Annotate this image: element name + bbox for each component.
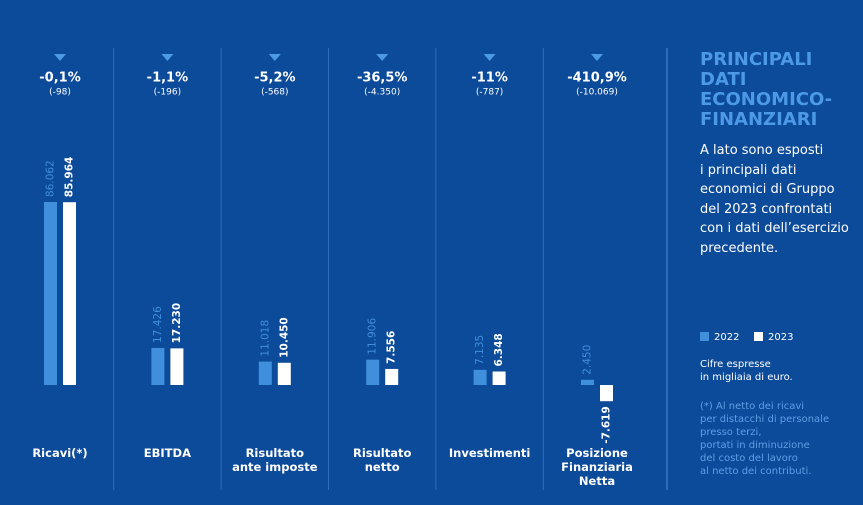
bar [44, 202, 57, 385]
triangle [376, 54, 389, 61]
value-label: 17.426 [152, 306, 164, 343]
category-label: Risultato netto [352, 446, 412, 474]
change-absolute: (-787) [476, 88, 503, 98]
value-label: 2.450 [582, 345, 594, 375]
change-percent: -1,1% [147, 71, 188, 86]
change-percent: -5,2% [254, 71, 295, 86]
bar [600, 385, 613, 402]
category-label: Posizione Finanziaria Netta [561, 446, 633, 488]
change-percent: -36,5% [357, 71, 408, 86]
bar [277, 362, 291, 385]
change-absolute: (-568) [261, 88, 288, 98]
triangle [483, 54, 496, 61]
category-label: Risultato ante imposte [232, 446, 318, 474]
triangle [268, 54, 281, 61]
section-title: PRINCIPALI DATI ECONOMICO- FINANZIARI [700, 49, 833, 130]
bar [385, 368, 399, 385]
legend-label: 2023 [768, 332, 793, 343]
value-label: 6.348 [493, 333, 505, 366]
triangle [591, 54, 603, 61]
value-label: 11.906 [367, 318, 379, 355]
category-label: Ricavi(*) [32, 446, 88, 460]
category-label: Investimenti [448, 446, 531, 460]
bar [170, 348, 184, 385]
change-percent: -11% [471, 71, 508, 86]
legend-swatch [754, 332, 763, 341]
legend-swatch [700, 332, 709, 341]
triangle [161, 54, 174, 61]
value-label: 11.018 [259, 320, 271, 357]
change-absolute: (-196) [154, 88, 181, 98]
change-percent: -0,1% [39, 71, 80, 86]
bar [366, 359, 380, 385]
value-label: 85.964 [64, 157, 76, 198]
change-absolute: (-10.069) [576, 88, 618, 98]
bar [581, 379, 594, 385]
bar [63, 202, 76, 385]
change-absolute: (-4.350) [364, 88, 400, 98]
value-label: 10.450 [278, 317, 290, 358]
units-note: Cifre espresse in migliaia di euro. [700, 359, 793, 383]
value-label: -7.619 [601, 406, 613, 444]
change-percent: -410,9% [567, 71, 627, 86]
value-label: 17.230 [171, 303, 183, 344]
bar [258, 361, 272, 385]
value-label: 86.062 [45, 160, 57, 197]
bar [151, 347, 165, 385]
value-label: 7.135 [474, 335, 486, 365]
change-absolute: (-98) [49, 88, 71, 98]
legend-label: 2022 [714, 332, 739, 343]
bar [473, 369, 487, 385]
triangle [54, 54, 66, 61]
bar [492, 371, 506, 385]
footnote: (*) Al netto dei ricavi per distacchi di… [700, 401, 830, 477]
category-label: EBITDA [143, 446, 191, 460]
description: A lato sono esposti i principali dati ec… [700, 143, 849, 256]
value-label: 7.556 [386, 331, 398, 364]
